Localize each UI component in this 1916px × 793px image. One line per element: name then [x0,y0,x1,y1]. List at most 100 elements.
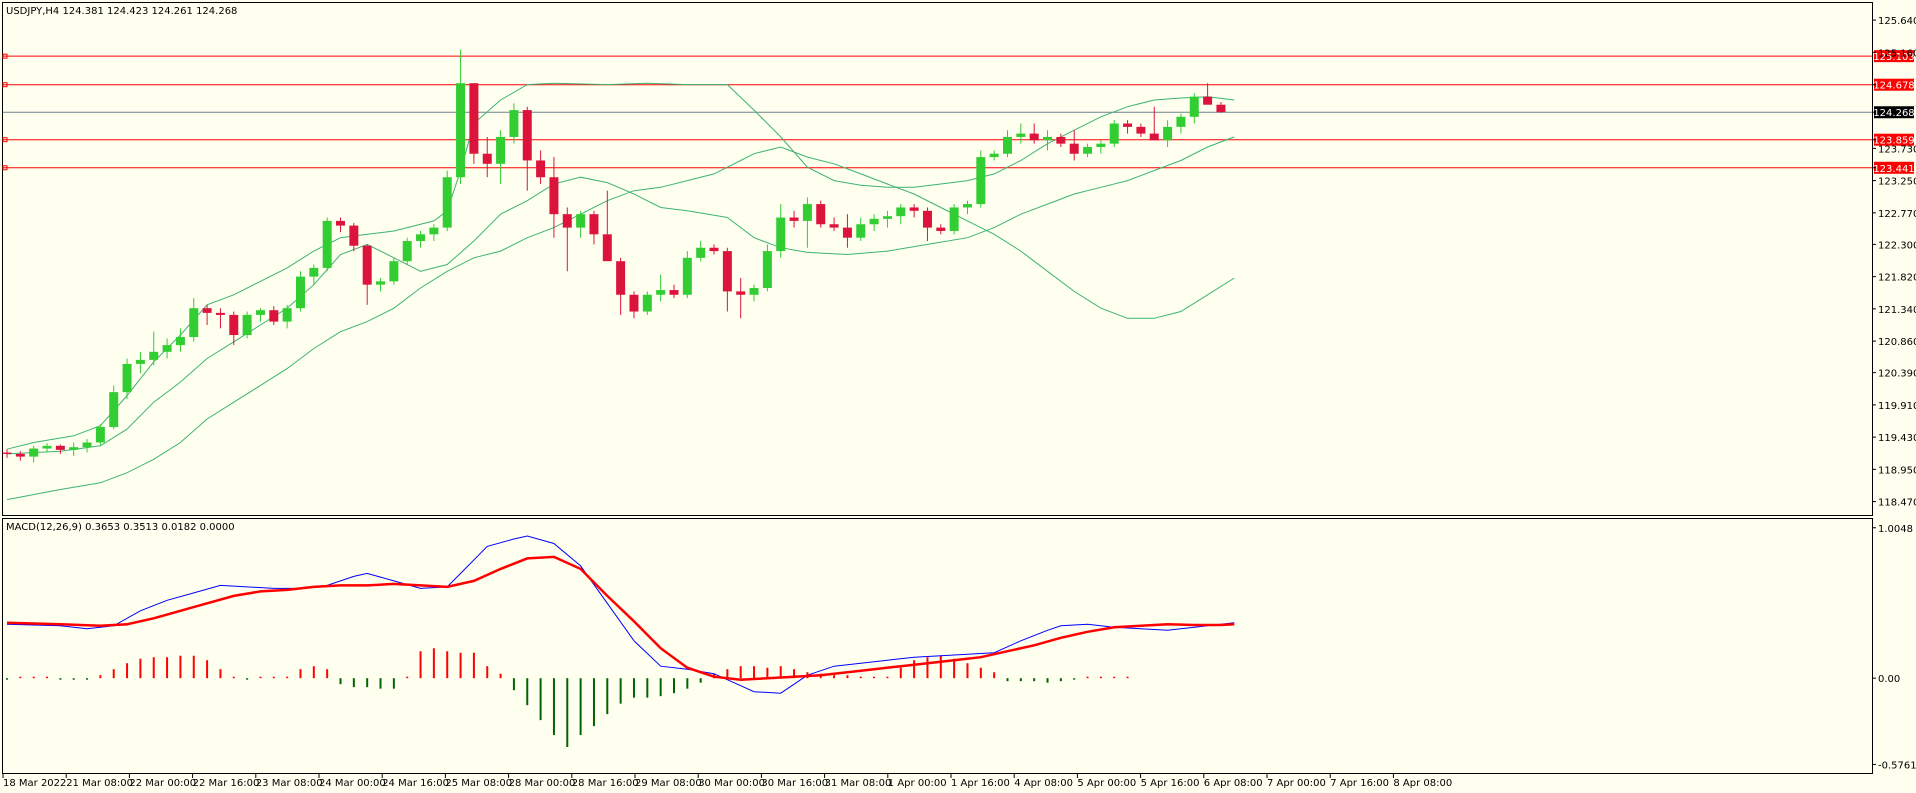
candle [229,311,239,346]
candle [656,274,666,302]
bollinger-lower [6,146,1235,501]
candle [629,291,639,319]
candle [1123,120,1133,134]
candle [135,351,145,374]
time-tick-label: 22 Mar 16:00 [193,778,260,789]
macd-info: MACD(12,26,9) 0.3653 0.3513 0.0182 0.000… [6,522,235,533]
time-tick-label: 28 Mar 16:00 [572,778,639,789]
candle [376,277,386,292]
price-tick-label: 123.250 [1878,177,1916,188]
candle [295,271,305,312]
candle [642,291,652,315]
candle [402,237,412,265]
bollinger-upper [6,82,1235,450]
candle [576,210,586,238]
candle [589,210,599,245]
price-tick-label: 118.470 [1878,498,1916,509]
candle [936,224,946,235]
time-tick-label: 1 Apr 00:00 [888,778,947,789]
price-tick-label: 122.300 [1878,240,1916,251]
level-tag [1874,161,1914,174]
price-tick-label: 120.390 [1878,369,1916,380]
price-tick-label: 125.640 [1878,16,1916,27]
candle [255,308,265,322]
time-tick-label: 24 Mar 00:00 [319,778,386,789]
candle [95,424,105,446]
time-tick-label: 30 Mar 16:00 [761,778,828,789]
candle [882,210,892,228]
candle [175,328,185,352]
price-axis: 125.640 125.160 123.730 123.250 122.770 122.3… [1872,16,1916,509]
level-handle[interactable] [2,165,8,171]
candle [962,200,972,215]
candle [776,204,786,258]
level-tag-label: 125.103 [1873,52,1914,63]
candle [1003,130,1012,158]
candle [122,358,132,399]
price-tick-label: 121.820 [1878,273,1916,284]
candle [1096,140,1106,154]
candle [1189,93,1199,124]
candle [1083,143,1093,158]
candle [749,284,759,302]
current-price-tag [1874,106,1914,119]
candle [496,130,506,184]
candle [469,83,479,164]
candle [616,257,626,315]
candle [802,197,812,248]
price-panel-frame [2,2,1873,516]
level-handle[interactable] [2,137,8,143]
candle [709,244,719,255]
candle [55,444,65,454]
price-tick-label: 125.160 [1878,48,1916,59]
level-tag-label: 123.441 [1873,164,1914,175]
candle [69,442,79,456]
candle [1043,130,1053,151]
candle [949,204,959,235]
candle [162,338,172,359]
candle [549,157,559,238]
macd-tick-label: 0.00 [1878,674,1900,685]
candle [696,241,706,262]
price-tick-label: 118.950 [1878,465,1916,476]
price-tick-label: 122.770 [1878,209,1916,220]
candle [269,306,279,325]
candle [362,244,372,305]
candle [602,190,612,262]
candle [1203,83,1213,105]
candle [922,207,932,242]
candle [429,224,439,242]
time-tick-label: 22 Mar 00:00 [129,778,196,789]
candle [349,222,359,252]
price-tick-label: 120.860 [1878,337,1916,348]
time-tick-label: 24 Mar 16:00 [382,778,449,789]
macd-line [6,535,1235,694]
candle [82,439,92,453]
candle [109,385,119,430]
symbol-info: USDJPY,H4 124.381 124.423 124.261 124.26… [6,6,237,17]
candle [1149,106,1159,141]
price-tick-label: 123.730 [1878,144,1916,155]
candle [1216,102,1226,113]
level-tag [1874,78,1914,91]
candle [1056,133,1066,148]
time-tick-label: 18 Mar 2022 [3,778,66,789]
candle [536,150,546,184]
level-tag [1874,50,1914,63]
candle [282,304,292,329]
horizontal-levels[interactable]: 125.103 124.678 123.859 123.441 124.268 [2,50,1915,175]
level-handle[interactable] [2,53,8,59]
price-tick-label: 119.430 [1878,433,1916,444]
candle [1176,113,1186,134]
candle [829,217,839,231]
candle [29,445,39,463]
time-tick-label: 7 Apr 00:00 [1267,778,1326,789]
candle [202,304,212,325]
level-handle[interactable] [2,82,8,88]
candle [389,257,399,285]
candle [909,204,919,218]
level-tag-label: 123.859 [1873,136,1914,147]
level-tag-label: 124.678 [1873,81,1914,92]
